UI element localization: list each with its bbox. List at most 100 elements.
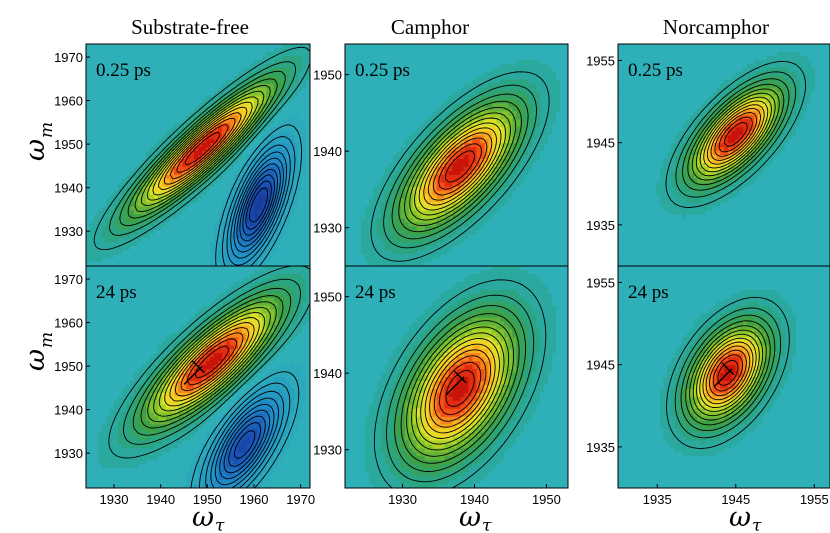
y-tick-label: 1950	[54, 359, 83, 374]
contour-line	[245, 180, 272, 230]
contour-line	[152, 101, 253, 196]
time-label: 0.25 ps	[96, 60, 151, 81]
x-tick-label: 1935	[643, 492, 672, 507]
y-axis-subscript: m	[37, 122, 57, 138]
contour-line	[184, 131, 221, 166]
y-tick-label: 1935	[586, 440, 615, 455]
x-tick-label: 1945	[721, 492, 750, 507]
contour-line	[703, 100, 769, 169]
panel-camphor-0.25ps: 0.25 ps 1930 1940 1950	[313, 43, 569, 267]
x-tick-label: 1930	[388, 492, 417, 507]
contour-line	[685, 320, 771, 426]
y-tick-label: 1930	[54, 224, 83, 239]
contour-line	[210, 397, 280, 488]
y-tick-label: 1950	[313, 290, 342, 305]
x-axis-subscript: τ	[752, 516, 762, 533]
contour-line	[714, 112, 758, 157]
contour-line	[134, 85, 271, 213]
contour-line	[194, 345, 230, 379]
contour-line	[219, 409, 271, 480]
contour-line	[699, 96, 772, 173]
contour-line	[383, 84, 537, 249]
time-label: 24 ps	[355, 282, 396, 303]
contour-line	[400, 313, 520, 464]
contour-line	[226, 144, 291, 266]
panel-norcamphor-0.25ps: 0.25 ps 1935 1945 1955	[586, 43, 830, 267]
y-axis-label-top: ω m	[20, 122, 57, 161]
contour-line	[132, 287, 292, 436]
contour-line	[420, 338, 500, 439]
x-tick-label: 1950	[532, 492, 561, 507]
contour-line	[164, 317, 260, 407]
column-title-camphor: Camphor	[391, 15, 469, 39]
y-tick-label: 1935	[586, 218, 615, 233]
y-tick-label: 1930	[313, 221, 342, 236]
contour-line	[127, 78, 278, 219]
contour-line	[234, 430, 256, 460]
contour-line	[418, 122, 502, 211]
time-label: 24 ps	[96, 282, 137, 303]
contour-line	[373, 279, 547, 488]
contour-line	[404, 106, 517, 227]
y-tick-label: 1960	[54, 316, 83, 331]
contour-line	[147, 301, 277, 423]
x-axis-symbol: ω	[192, 502, 214, 533]
heatmap-body	[86, 266, 310, 488]
x-tick-label: 1930	[100, 492, 129, 507]
panel-frame	[85, 265, 311, 489]
peak-slope-marker	[713, 362, 735, 388]
contour-line	[427, 132, 493, 201]
panel-norcamphor-24ps: 24 ps 1935 1945 1955 1935 1945 1955	[586, 265, 830, 507]
column-title-substrate-free: Substrate-free	[131, 15, 249, 39]
heatmap-body	[618, 266, 830, 488]
contour-line	[675, 71, 797, 198]
y-tick-label: 1940	[313, 144, 342, 159]
contour-line	[228, 422, 262, 467]
contour-line	[249, 187, 269, 223]
contour-line	[242, 174, 276, 236]
panel-substrate-free-0.25ps: 0.25 ps 1930 1940 1950 1960 1970	[54, 43, 311, 267]
contour-line	[93, 46, 310, 251]
contour-line	[682, 78, 790, 191]
contour-line	[108, 266, 310, 459]
contour-line	[222, 136, 296, 266]
contour-line	[414, 117, 507, 216]
y-tick-label: 1960	[54, 94, 83, 109]
contour-line	[164, 112, 242, 185]
contour-line	[438, 143, 482, 190]
x-axis-subscript: τ	[215, 516, 225, 533]
time-label: 0.25 ps	[355, 60, 410, 81]
contour-line	[391, 93, 529, 240]
panel-frame	[617, 265, 830, 489]
contour-line	[146, 96, 259, 201]
contour-line	[236, 163, 281, 247]
contour-line	[445, 150, 476, 183]
contour-line	[702, 341, 754, 405]
x-axis-label-col2: ω τ	[459, 502, 492, 533]
contour-line	[186, 338, 237, 386]
contour-line	[699, 337, 757, 409]
y-tick-label: 1970	[54, 50, 83, 65]
contour-line	[433, 355, 487, 422]
contour-line	[205, 390, 285, 488]
contour-line	[411, 326, 510, 451]
y-tick-label: 1930	[54, 446, 83, 461]
time-label: 0.25 ps	[628, 60, 683, 81]
contour-line	[680, 314, 776, 432]
contour-line	[140, 90, 265, 207]
heatmap-body	[86, 44, 310, 266]
column-title-norcamphor: Norcamphor	[663, 15, 769, 39]
y-tick-label: 1940	[54, 403, 83, 418]
contour-line	[140, 295, 284, 429]
contour-line	[692, 329, 764, 417]
contour-line	[717, 359, 739, 386]
x-tick-label: 1940	[146, 492, 175, 507]
x-tick-label: 1955	[800, 492, 829, 507]
contour-line	[158, 312, 266, 412]
contour-line	[710, 108, 761, 161]
contour-line	[214, 403, 275, 486]
contour-line	[239, 168, 278, 242]
contour-line	[386, 294, 535, 483]
x-axis-label-col1: ω τ	[192, 502, 225, 533]
x-tick-label: 1950	[193, 492, 222, 507]
